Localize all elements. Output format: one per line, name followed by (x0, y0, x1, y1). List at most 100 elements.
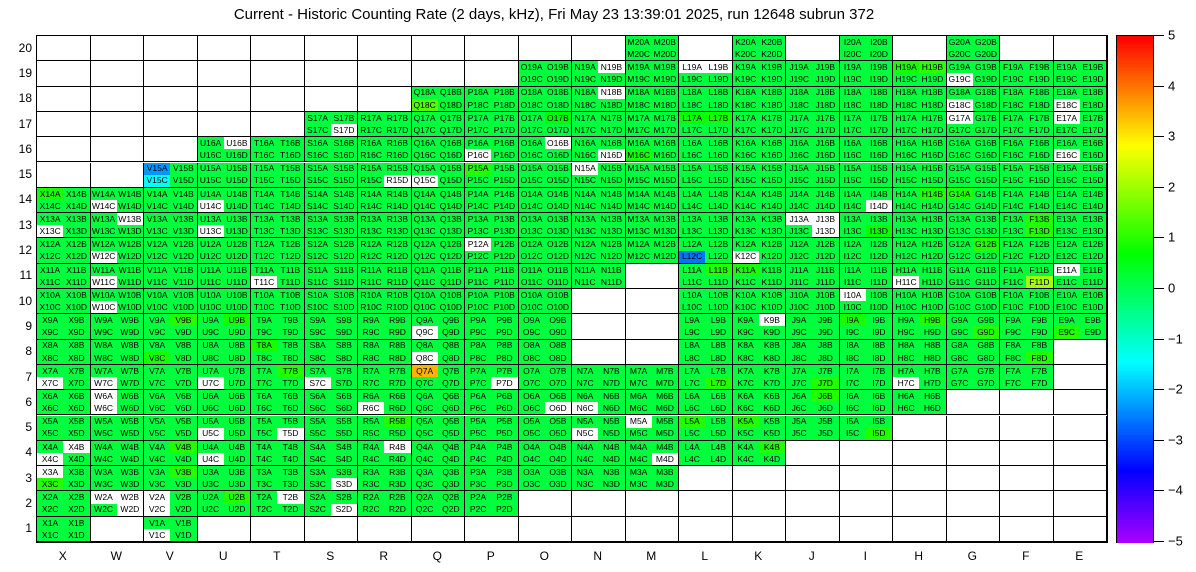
heatmap-cell[interactable]: X11A X11B X11C X11D (37, 263, 91, 289)
heatmap-subcell[interactable]: U4B (223, 440, 250, 453)
heatmap-subcell[interactable]: V13D (170, 225, 197, 238)
heatmap-subcell[interactable]: M18D (651, 98, 678, 111)
heatmap-subcell[interactable]: S6A (304, 390, 331, 403)
heatmap-subcell[interactable]: F16D (1026, 149, 1053, 162)
heatmap-subcell[interactable]: K20C (732, 48, 759, 61)
heatmap-subcell[interactable]: T3B (277, 466, 304, 479)
heatmap-subcell[interactable]: U2B (223, 491, 250, 504)
heatmap-subcell[interactable]: W11A (90, 263, 117, 276)
heatmap-subcell[interactable]: R16D (384, 149, 411, 162)
heatmap-subcell[interactable]: Q17A (411, 111, 438, 125)
heatmap-cell[interactable] (679, 516, 733, 542)
heatmap-subcell[interactable]: L5A (679, 415, 706, 428)
heatmap-cell[interactable]: V14A V14B V14C V14D (144, 187, 198, 214)
heatmap-subcell[interactable]: Q10A (411, 289, 438, 302)
heatmap-subcell[interactable]: I18C (839, 98, 866, 111)
heatmap-cell[interactable] (37, 61, 91, 87)
heatmap-subcell[interactable]: K10A (732, 289, 759, 302)
heatmap-cell[interactable]: K20A K20B K20C K20D (732, 36, 786, 62)
heatmap-subcell[interactable]: M4B (651, 440, 678, 453)
heatmap-cell[interactable]: X13A X13B X13C X13D (37, 213, 91, 239)
heatmap-subcell[interactable]: E14A (1053, 187, 1080, 200)
heatmap-subcell[interactable]: U4A (197, 440, 224, 453)
heatmap-subcell[interactable]: L19B (705, 61, 732, 74)
heatmap-subcell[interactable]: V2A (144, 491, 171, 504)
heatmap-subcell[interactable]: O6B (544, 390, 571, 403)
heatmap-subcell[interactable]: X3D (63, 478, 90, 491)
heatmap-subcell[interactable]: U4C (197, 452, 224, 466)
heatmap-cell[interactable]: K15A K15B K15C K15D (732, 162, 786, 188)
heatmap-subcell[interactable]: H10D (919, 301, 946, 314)
heatmap-subcell[interactable]: R9C (358, 326, 385, 339)
heatmap-subcell[interactable]: S4D (330, 452, 357, 466)
heatmap-subcell[interactable]: L4C (679, 452, 706, 466)
heatmap-subcell[interactable]: H16D (919, 149, 946, 162)
heatmap-subcell[interactable]: W10C (90, 301, 117, 314)
heatmap-subcell[interactable]: K15A (732, 162, 759, 175)
heatmap-cell[interactable]: S10A S10B S10C S10D (304, 289, 358, 315)
heatmap-subcell[interactable]: W9C (90, 326, 117, 339)
heatmap-subcell[interactable]: L14A (679, 187, 706, 200)
heatmap-subcell[interactable]: R9A (358, 314, 385, 327)
heatmap-subcell[interactable]: V8C (144, 351, 171, 364)
heatmap-cell[interactable]: F9A F9B F9C F9D (1000, 314, 1054, 340)
heatmap-subcell[interactable]: Q8C (411, 351, 438, 364)
heatmap-subcell[interactable]: G9B (972, 314, 999, 327)
heatmap-subcell[interactable]: J7C (786, 377, 813, 390)
heatmap-cell[interactable] (1053, 516, 1107, 542)
heatmap-subcell[interactable]: L9A (679, 314, 706, 327)
heatmap-subcell[interactable]: Q4C (411, 452, 438, 466)
heatmap-subcell[interactable]: L17D (705, 124, 732, 137)
heatmap-subcell[interactable]: H18C (893, 98, 920, 111)
heatmap-cell[interactable]: T12A T12B T12C T12D (251, 238, 305, 264)
heatmap-subcell[interactable]: K18C (732, 98, 759, 111)
heatmap-subcell[interactable]: Q6D (437, 402, 464, 415)
heatmap-subcell[interactable]: R9B (384, 314, 411, 327)
heatmap-cell[interactable]: S13A S13B S13C S13D (304, 213, 358, 239)
heatmap-subcell[interactable]: P14A (465, 187, 492, 200)
heatmap-cell[interactable]: O5A O5B O5C O5D (518, 415, 572, 441)
heatmap-subcell[interactable]: N19C (572, 73, 599, 86)
heatmap-subcell[interactable]: V10B (170, 289, 197, 302)
heatmap-subcell[interactable]: K7B (758, 364, 785, 378)
heatmap-subcell[interactable]: P10A (465, 289, 492, 302)
heatmap-subcell[interactable]: F11B (1026, 263, 1053, 276)
heatmap-cell[interactable]: R7A R7B R7C R7D (358, 364, 412, 391)
heatmap-subcell[interactable]: T11B (277, 263, 304, 276)
heatmap-cell[interactable]: U8A U8B U8C U8D (197, 339, 251, 365)
heatmap-subcell[interactable]: H13C (893, 225, 920, 238)
heatmap-subcell[interactable]: K10B (758, 289, 785, 302)
heatmap-subcell[interactable]: K5B (758, 415, 785, 428)
heatmap-subcell[interactable]: H6D (919, 402, 946, 415)
heatmap-subcell[interactable]: N16C (572, 149, 599, 162)
heatmap-subcell[interactable]: F19C (1000, 73, 1027, 86)
heatmap-subcell[interactable]: N6B (598, 390, 625, 403)
heatmap-subcell[interactable]: O19B (544, 61, 571, 74)
heatmap-cell[interactable]: W10A W10B W10C W10D (90, 289, 144, 315)
heatmap-subcell[interactable]: W12D (116, 250, 143, 263)
heatmap-subcell[interactable]: H11C (893, 275, 920, 288)
heatmap-subcell[interactable]: K12B (758, 238, 785, 251)
heatmap-subcell[interactable]: X2B (63, 491, 90, 504)
heatmap-subcell[interactable]: L4A (679, 440, 706, 453)
heatmap-subcell[interactable]: G19B (972, 61, 999, 74)
heatmap-subcell[interactable]: W6A (90, 390, 117, 403)
heatmap-subcell[interactable]: G13B (972, 213, 999, 226)
heatmap-cell[interactable]: M5A M5B M5C M5D (625, 415, 679, 441)
heatmap-subcell[interactable]: G13A (946, 213, 973, 226)
heatmap-subcell[interactable]: J14D (812, 199, 839, 213)
heatmap-subcell[interactable]: S10A (304, 289, 331, 302)
heatmap-subcell[interactable]: H13D (919, 225, 946, 238)
heatmap-subcell[interactable]: M17B (651, 111, 678, 125)
heatmap-cell[interactable]: U7A U7B U7C U7D (197, 364, 251, 391)
heatmap-subcell[interactable]: T6C (251, 402, 278, 415)
heatmap-cell[interactable]: R5A R5B R5C R5D (358, 415, 412, 441)
heatmap-subcell[interactable]: I19B (865, 61, 892, 74)
heatmap-cell[interactable] (197, 86, 251, 112)
heatmap-subcell[interactable]: E10A (1053, 289, 1080, 302)
heatmap-subcell[interactable]: Q4B (437, 440, 464, 453)
heatmap-subcell[interactable]: G7A (946, 364, 973, 378)
heatmap-subcell[interactable]: L14D (705, 199, 732, 213)
heatmap-subcell[interactable]: K14B (758, 187, 785, 200)
heatmap-subcell[interactable]: E13C (1053, 225, 1080, 238)
